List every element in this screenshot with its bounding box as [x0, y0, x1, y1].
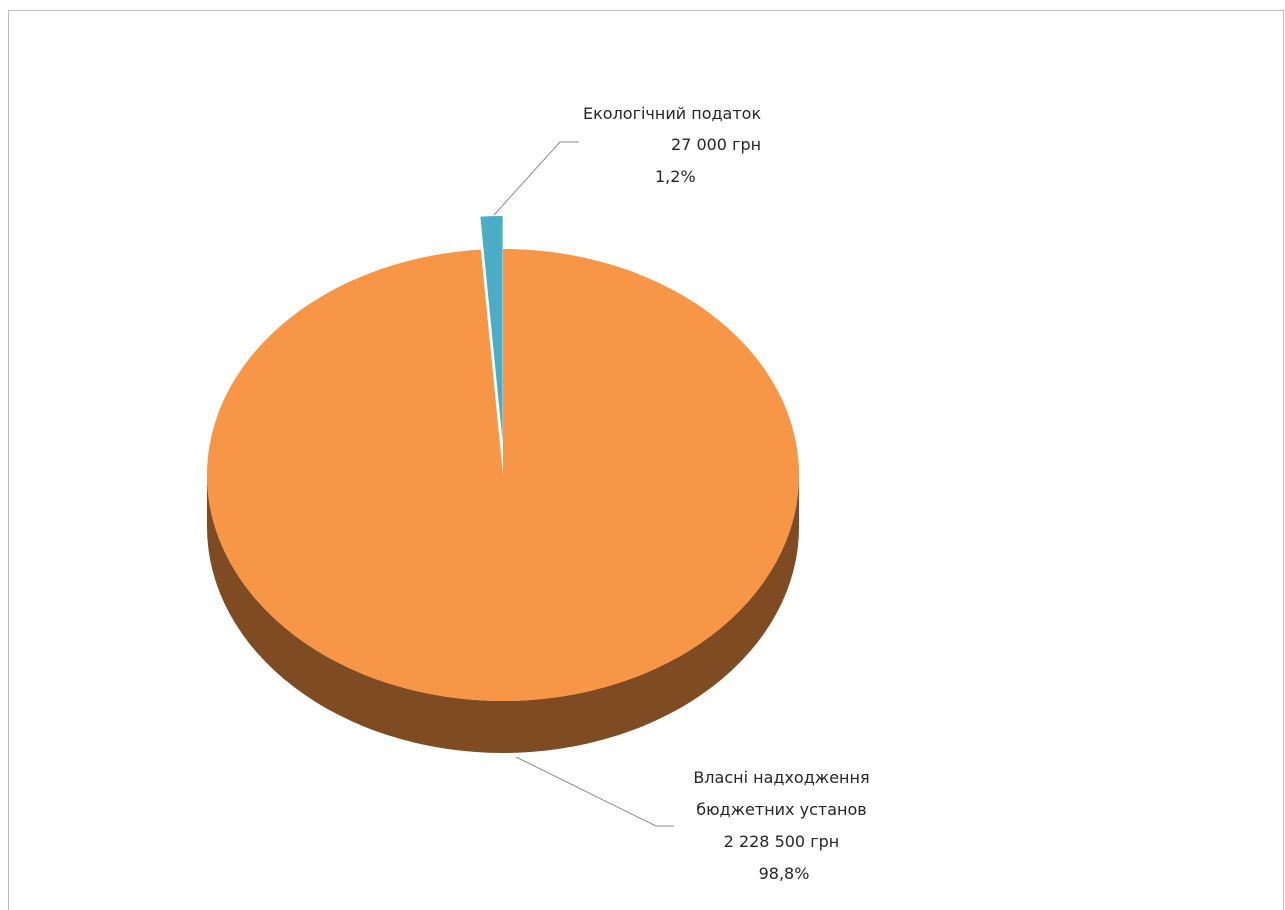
leader-line-eco-tax	[493, 141, 579, 216]
slice-label-own-revenue-percent: 98,8%	[759, 864, 810, 883]
slice-label-eco-tax-percent: 1,2%	[655, 167, 696, 186]
slice-label-own-revenue-line1: Власні надходження	[693, 768, 869, 787]
slice-label-own-revenue-value: 2 228 500 грн	[724, 832, 840, 851]
pie-slice-side-0	[207, 475, 799, 753]
pie-slice-1	[480, 216, 503, 442]
slice-label-own-revenue-line2: бюджетних установ	[696, 800, 866, 819]
slice-label-own-revenue: Власні надходження бюджетних установ 2 2…	[693, 768, 874, 883]
slice-label-eco-tax-line1: Екологічний податок	[583, 104, 761, 123]
slice-label-eco-tax: Екологічний податок 27 000 грн 1,2%	[583, 104, 766, 186]
leader-line-own-revenue	[515, 756, 674, 827]
slice-label-eco-tax-value: 27 000 грн	[671, 135, 761, 154]
pie-slice-0	[207, 249, 800, 702]
